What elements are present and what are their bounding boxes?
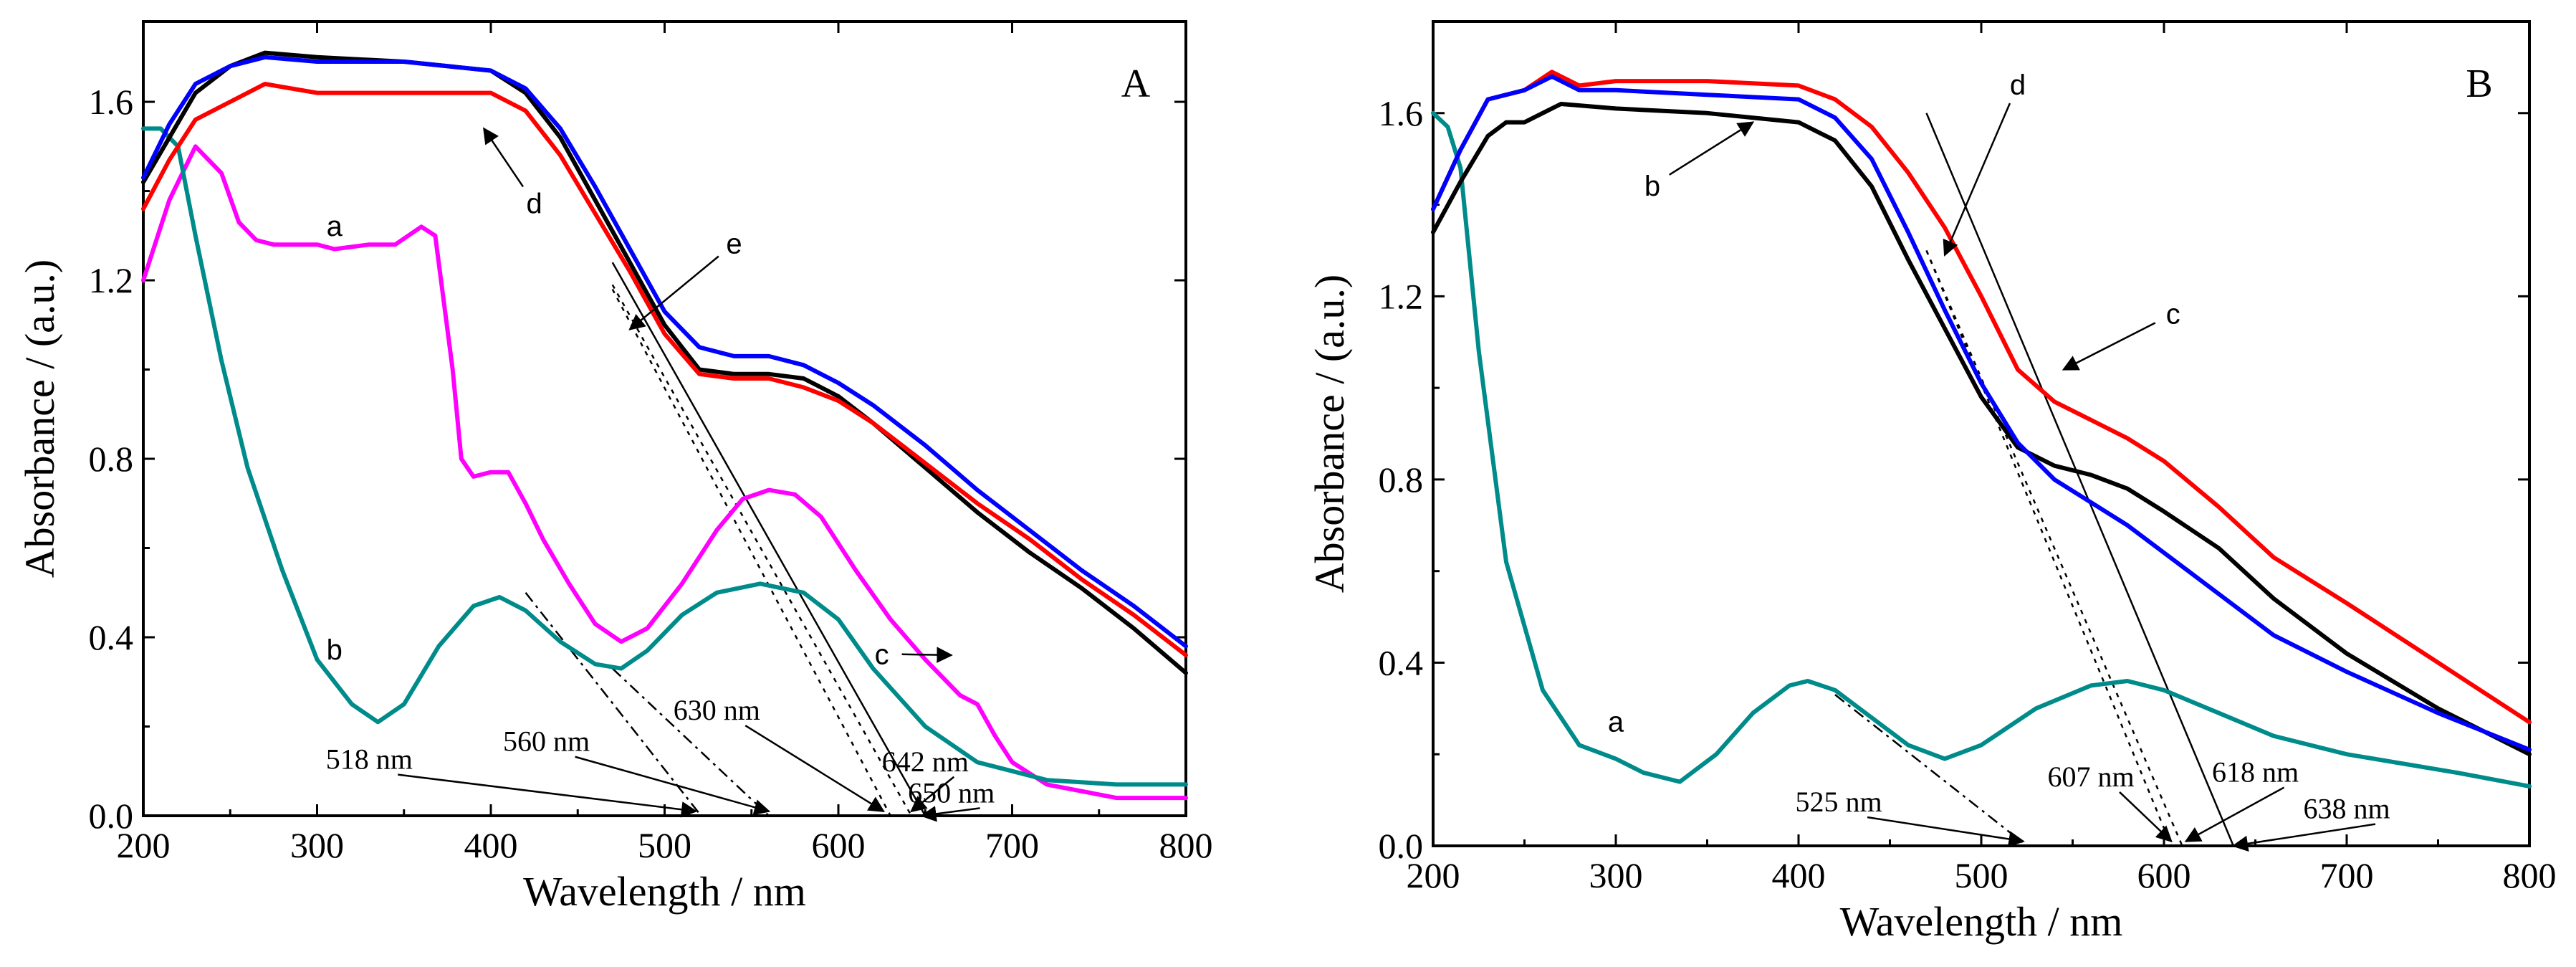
onset-arrow — [910, 776, 955, 813]
onset-arrow — [2119, 791, 2173, 843]
tangent-line-dotted — [611, 284, 912, 816]
curve-label-arrow — [901, 647, 953, 663]
series-line-a-a — [141, 144, 1188, 801]
y-axis-label: Absorbance / (a.u.) — [16, 259, 63, 578]
curve-label-e: e — [726, 229, 742, 260]
x-tick-label: 400 — [1772, 855, 1826, 895]
y-tick-label: 1.2 — [1379, 276, 1424, 316]
curve-label-arrow — [2062, 322, 2156, 371]
onset-arrow — [398, 773, 698, 818]
series-line-a-c — [141, 50, 1188, 675]
x-tick-label: 200 — [117, 825, 171, 865]
x-tick-label: 600 — [2137, 855, 2191, 895]
curve-label-arrow — [1943, 103, 2011, 257]
tangent-line-dotted — [1925, 249, 2183, 847]
x-tick-label: 300 — [290, 825, 344, 865]
tangent-line-dashdot — [1834, 694, 2028, 847]
tangent-line-dashdot — [611, 667, 770, 816]
curve-label-a: a — [1608, 706, 1624, 738]
y-tick-label: 0.8 — [89, 439, 134, 479]
x-axis-label: Wavelength / nm — [523, 868, 806, 915]
curve-label-arrow — [1669, 121, 1755, 176]
tangent-line-dashdot — [525, 591, 702, 816]
onset-arrow — [1867, 816, 2025, 847]
onset-arrow — [2231, 823, 2376, 852]
onset-annotation: 607 nm — [2047, 761, 2134, 793]
onset-arrow — [575, 756, 771, 816]
y-tick-label: 0.4 — [1379, 642, 1424, 682]
onset-annotation: 618 nm — [2212, 756, 2299, 789]
onset-annotation: 642 nm — [882, 746, 969, 778]
x-tick-label: 700 — [2320, 855, 2374, 895]
x-tick-label: 500 — [1955, 855, 2008, 895]
chart-panel-b: 200 300 400 500 600 700 800 0.0 0.4 0.8 1.2 1.6 Wave… — [1306, 20, 2557, 945]
tangent-line-dotted — [1925, 249, 2173, 847]
plot-frame — [1432, 20, 2531, 847]
onset-annotation: 560 nm — [503, 725, 590, 758]
x-tick-label: 200 — [1407, 855, 1460, 895]
onset-arrow — [920, 806, 980, 822]
x-tick-label: 400 — [464, 825, 518, 865]
panel-label: B — [2466, 62, 2492, 106]
y-tick-label: 1.2 — [89, 260, 134, 300]
tangent-line-solid — [611, 262, 927, 816]
series-line-b-c — [1431, 70, 2532, 725]
curve-label-b: b — [1644, 171, 1660, 202]
onset-annotation: 638 nm — [2303, 793, 2390, 825]
series-line-b-a — [1431, 110, 2532, 789]
onset-arrow — [744, 725, 885, 812]
y-tick-label: 0.0 — [89, 796, 134, 836]
x-tick-label: 300 — [1589, 855, 1643, 895]
series-line-a-b — [141, 126, 1188, 787]
y-tick-label: 0.0 — [1379, 826, 1424, 866]
onset-arrow — [2184, 786, 2285, 842]
curve-label-c: c — [2166, 299, 2180, 330]
curve-label-b: b — [327, 634, 343, 666]
series-line-b-b — [1431, 102, 2532, 757]
curve-label-c: c — [875, 639, 889, 670]
curve-label-a: a — [327, 211, 343, 242]
x-tick-label: 600 — [812, 825, 866, 865]
curve-label-arrow — [628, 255, 719, 330]
tangent-line-solid — [1925, 113, 2235, 847]
onset-annotation: 525 nm — [1796, 786, 1882, 818]
curve-label-d: d — [2010, 70, 2026, 101]
onset-annotation: 518 nm — [326, 743, 413, 776]
series-line-b-d — [1431, 74, 2532, 752]
curve-label-d: d — [527, 189, 542, 220]
curve-label-arrow — [483, 127, 525, 188]
onset-annotation: 650 nm — [908, 776, 995, 809]
y-tick-label: 1.6 — [1379, 93, 1424, 133]
y-tick-label: 0.8 — [1379, 459, 1424, 500]
tangent-line-dotted — [611, 288, 891, 816]
x-tick-label: 700 — [985, 825, 1039, 865]
x-tick-label: 500 — [638, 825, 691, 865]
series-line-a-e — [141, 54, 1188, 649]
x-tick-label: 800 — [1159, 825, 1213, 865]
y-axis-label: Absorbance / (a.u.) — [1306, 275, 1353, 594]
series-line-a-d — [141, 82, 1188, 657]
plot-frame — [142, 20, 1187, 817]
y-tick-label: 0.4 — [89, 617, 134, 657]
chart-panel-a: 200 300 400 500 600 700 800 0.0 0.4 0.8 1.2 1.6 Wave… — [16, 20, 1213, 915]
onset-annotation: 630 nm — [674, 694, 760, 726]
x-tick-label: 800 — [2503, 855, 2557, 895]
x-axis-label: Wavelength / nm — [1840, 898, 2123, 945]
panel-label: A — [1121, 62, 1151, 106]
y-tick-label: 1.6 — [89, 82, 134, 122]
